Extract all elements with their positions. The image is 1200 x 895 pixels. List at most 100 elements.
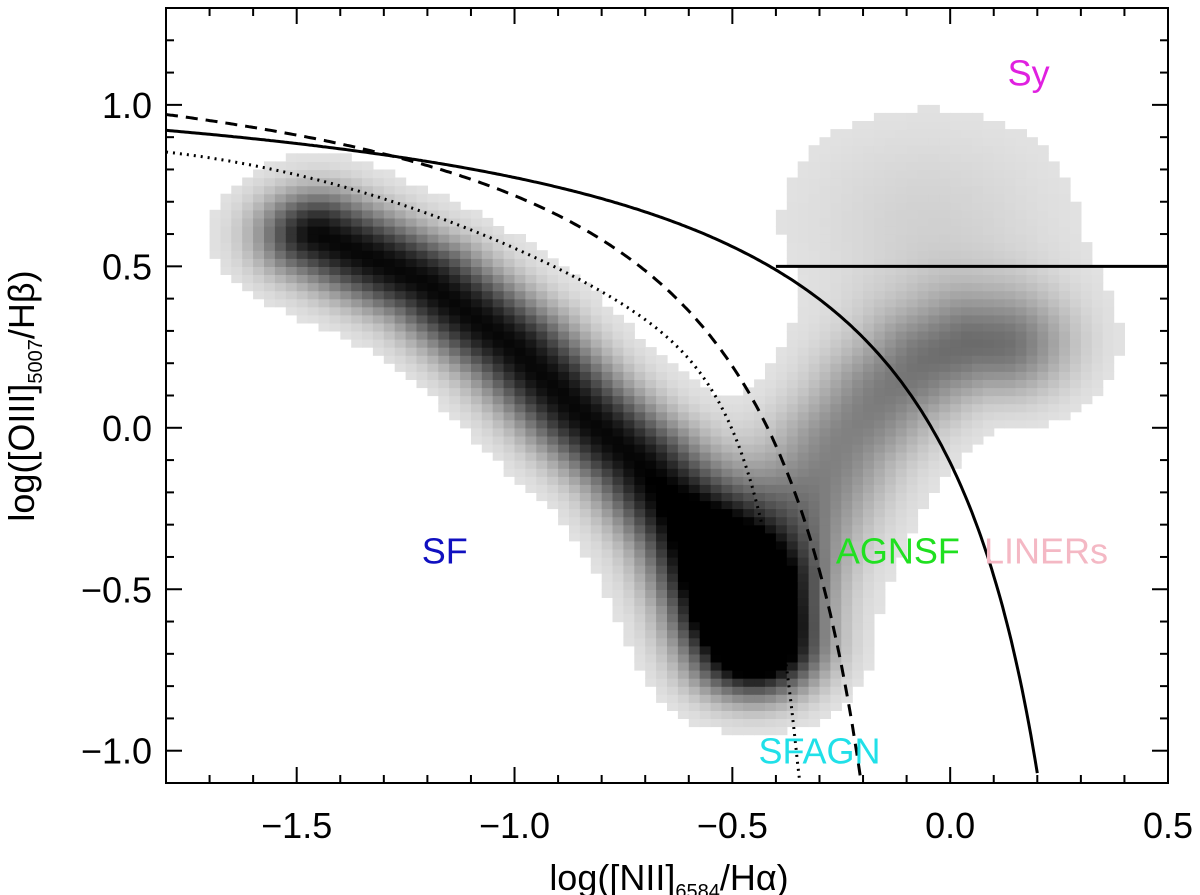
- density-cell: [579, 460, 592, 469]
- density-cell: [993, 209, 1006, 219]
- density-cell: [775, 363, 788, 372]
- density-cell: [786, 565, 799, 574]
- density-cell: [1026, 258, 1038, 267]
- density-cell: [873, 435, 886, 445]
- density-cell: [895, 460, 908, 469]
- density-cell: [775, 508, 788, 518]
- density-cell: [471, 435, 483, 445]
- density-cell: [536, 306, 548, 316]
- density-cell: [808, 419, 821, 429]
- density-cell: [928, 242, 940, 251]
- density-cell: [993, 282, 1006, 292]
- density-cell: [427, 339, 439, 348]
- density-cell: [1048, 322, 1060, 332]
- density-cell: [427, 355, 439, 364]
- density-cell: [917, 193, 929, 203]
- density-cell: [895, 242, 908, 251]
- density-cell: [928, 379, 940, 389]
- density-cell: [1037, 322, 1049, 332]
- density-cell: [863, 508, 875, 518]
- density-cell: [1015, 322, 1027, 332]
- density-cell: [329, 201, 341, 211]
- x-axis-label: log([NII]6584/Hα): [549, 857, 788, 895]
- density-cell: [884, 209, 897, 219]
- density-cell: [569, 371, 581, 380]
- density-cell: [699, 581, 712, 590]
- density-cell: [710, 686, 723, 695]
- density-cell: [296, 266, 309, 275]
- density-cell: [1091, 322, 1104, 332]
- density-cell: [906, 387, 919, 397]
- density-cell: [688, 508, 701, 518]
- density-cell: [873, 137, 886, 146]
- density-cell: [732, 718, 744, 728]
- density-cell: [852, 282, 864, 292]
- density-cell: [928, 193, 940, 203]
- density-cell: [579, 347, 592, 356]
- density-cell: [1059, 250, 1071, 259]
- density-cell: [852, 137, 864, 146]
- density-cell: [394, 363, 407, 372]
- density-cell: [972, 282, 984, 292]
- density-cell: [950, 379, 962, 389]
- density-cell: [786, 347, 799, 356]
- density-cell: [514, 242, 526, 251]
- density-cell: [634, 403, 646, 413]
- density-cell: [808, 443, 821, 453]
- density-cell: [863, 581, 875, 590]
- density-cell: [743, 484, 755, 493]
- density-cell: [972, 217, 984, 227]
- density-cell: [754, 452, 766, 461]
- density-cell: [656, 427, 668, 437]
- density-cell: [917, 145, 929, 154]
- density-cell: [917, 435, 929, 445]
- density-cell: [590, 548, 603, 558]
- density-cell: [863, 290, 875, 300]
- density-cell: [852, 379, 864, 389]
- density-cell: [623, 597, 635, 606]
- density-cell: [765, 637, 777, 647]
- density-cell: [808, 710, 821, 719]
- density-cell: [569, 411, 581, 421]
- density-cell: [961, 443, 973, 453]
- density-cell: [372, 250, 385, 259]
- density-cell: [732, 653, 744, 663]
- density-cell: [677, 573, 690, 582]
- density-cell: [634, 524, 646, 534]
- density-cell: [754, 686, 766, 695]
- density-cell: [1080, 330, 1093, 340]
- density-cell: [819, 169, 831, 179]
- density-cell: [710, 637, 723, 647]
- density-cell: [819, 597, 831, 606]
- density-cell: [514, 452, 526, 461]
- density-cell: [1037, 274, 1049, 284]
- density-cell: [699, 508, 712, 518]
- density-cell: [307, 290, 320, 300]
- density-cell: [590, 427, 603, 437]
- density-cell: [1080, 339, 1093, 348]
- density-cell: [982, 177, 995, 187]
- density-cell: [1026, 330, 1038, 340]
- density-cell: [677, 694, 690, 703]
- density-cell: [928, 476, 940, 485]
- density-cell: [1091, 363, 1104, 372]
- density-cell: [481, 330, 494, 340]
- density-cell: [765, 476, 777, 485]
- density-cell: [503, 298, 516, 308]
- density-cell: [264, 282, 276, 292]
- density-cell: [884, 379, 897, 389]
- density-cell: [471, 395, 483, 405]
- density-cell: [1026, 250, 1038, 259]
- density-cell: [830, 403, 842, 413]
- density-cell: [917, 371, 929, 380]
- density-cell: [579, 282, 592, 292]
- density-cell: [950, 395, 962, 405]
- density-cell: [982, 201, 995, 211]
- density-cell: [841, 137, 853, 146]
- density-cell: [667, 540, 679, 550]
- density-cell: [917, 403, 929, 413]
- density-cell: [1080, 242, 1093, 251]
- density-cell: [1004, 258, 1017, 267]
- density-cell: [873, 379, 886, 389]
- density-cell: [808, 298, 821, 308]
